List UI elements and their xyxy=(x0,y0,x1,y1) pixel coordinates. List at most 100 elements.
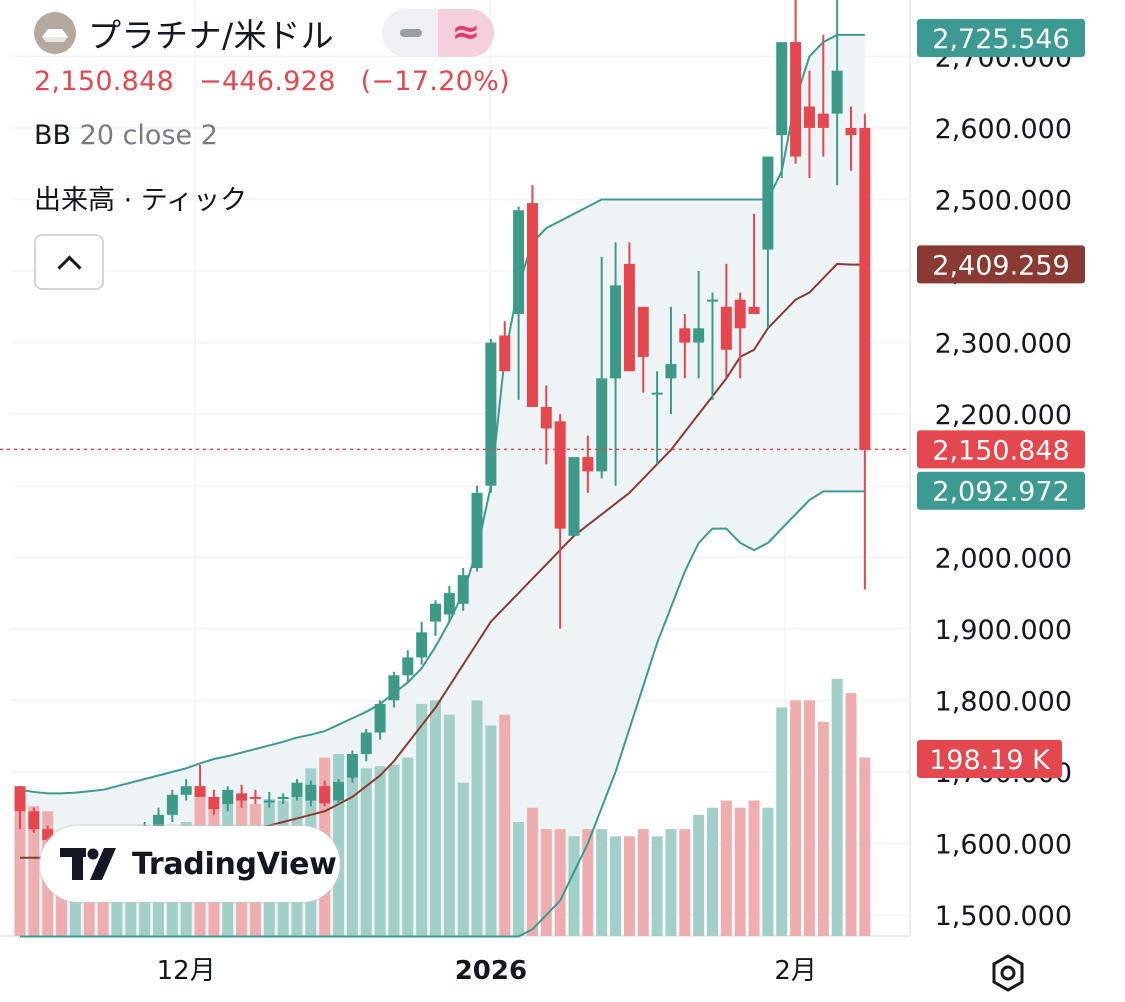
candle xyxy=(734,292,746,379)
price-labels: 2,725.546 2,409.259 2,150.848 2,092.972 198.… xyxy=(917,19,1085,779)
volume-bar xyxy=(416,703,428,936)
volume-bar xyxy=(845,693,857,936)
bollinger-lower-line xyxy=(20,490,865,938)
candle xyxy=(831,0,843,186)
volume-bar xyxy=(859,757,871,936)
collapse-legend-button[interactable] xyxy=(34,234,104,290)
candle xyxy=(360,728,372,762)
candle-body xyxy=(610,285,622,379)
volume-bar xyxy=(707,807,718,936)
candle xyxy=(679,313,691,379)
volume-bar xyxy=(596,829,608,936)
candle xyxy=(817,34,829,157)
volume-bar xyxy=(734,807,746,936)
candle-body xyxy=(222,789,234,805)
candle xyxy=(610,242,622,486)
symbol-row[interactable]: プラチナ/米ドル xyxy=(34,10,334,56)
bollinger-band-fill xyxy=(20,34,865,937)
candle xyxy=(720,263,732,379)
volume-bar xyxy=(554,829,566,936)
candle-body xyxy=(554,421,566,529)
price-tick-label: 2,000.000 xyxy=(935,543,1072,574)
candle-body xyxy=(305,784,317,801)
chart-type-toggle[interactable]: ≈ xyxy=(382,9,494,57)
volume-bar xyxy=(402,757,414,936)
candle-body xyxy=(720,306,732,350)
bb-name: BB xyxy=(34,120,72,151)
candle xyxy=(623,242,635,372)
time-tick-label: 2026 xyxy=(455,956,527,986)
volume-bar xyxy=(333,754,345,936)
price-label-bg xyxy=(917,245,1085,284)
candle xyxy=(305,780,317,807)
candle xyxy=(28,807,40,833)
candle xyxy=(374,700,386,740)
price-tick-label: 1,800.000 xyxy=(935,686,1072,717)
candle-body xyxy=(236,793,248,801)
candle-body xyxy=(360,732,372,755)
candle-body xyxy=(485,342,497,486)
volume-bar xyxy=(568,836,580,936)
candle-body xyxy=(416,632,428,658)
price-tick-label: 1,900.000 xyxy=(935,615,1072,646)
candle-body xyxy=(582,457,594,472)
volume-bar xyxy=(762,807,774,936)
candle xyxy=(319,780,331,807)
wave-icon[interactable]: ≈ xyxy=(438,9,494,57)
volume-bar xyxy=(457,782,469,936)
candle xyxy=(499,321,511,372)
candlesticks xyxy=(14,0,871,876)
volume-bar xyxy=(637,829,649,936)
candle xyxy=(194,764,206,797)
last-price: 2,150.848 xyxy=(34,66,175,97)
volume-bar xyxy=(346,764,358,936)
candle-body xyxy=(333,781,345,801)
price-tick-label: 2,500.000 xyxy=(935,186,1072,217)
volume-bar xyxy=(790,700,802,936)
settings-icon[interactable] xyxy=(988,953,1028,993)
candle xyxy=(651,371,663,465)
price-tick-label: 1,500.000 xyxy=(935,901,1072,932)
candle xyxy=(748,213,760,314)
candle xyxy=(166,789,178,822)
volume-legend[interactable]: 出来高 · ティック xyxy=(34,185,248,216)
candle xyxy=(416,621,428,665)
volume-bar xyxy=(360,768,372,936)
candle xyxy=(277,793,289,805)
price-label-text: 2,409.259 xyxy=(932,250,1069,281)
candle-body xyxy=(457,575,469,604)
candle-body xyxy=(277,796,289,800)
minus-icon[interactable] xyxy=(382,9,438,57)
candle xyxy=(388,671,400,708)
candle xyxy=(582,435,594,493)
candle-body xyxy=(762,156,774,250)
candle xyxy=(430,600,441,636)
candle xyxy=(402,650,414,683)
candle-body xyxy=(679,328,691,343)
price-change-row: 2,150.848 −446.928 (−17.20%) xyxy=(34,66,526,97)
time-axis[interactable]: 12月 2026 2月 xyxy=(157,956,817,986)
candle xyxy=(803,70,815,179)
price-label-text: 2,725.546 xyxy=(932,24,1069,55)
candle-body xyxy=(859,127,871,450)
bb-params: 20 close 2 xyxy=(79,120,218,151)
volume-bar xyxy=(817,721,829,936)
volume-bar xyxy=(388,764,400,936)
volume-bar xyxy=(610,836,622,936)
price-label-bg xyxy=(917,740,1062,779)
candle xyxy=(222,786,234,812)
candle-body xyxy=(166,794,178,815)
bollinger-legend[interactable]: BB 20 close 2 xyxy=(34,120,218,151)
price-tick-label: 2,600.000 xyxy=(935,114,1072,145)
volume-bar xyxy=(14,807,26,936)
candle xyxy=(457,567,469,611)
price-label-bg xyxy=(917,19,1085,57)
price-label-upper: 2,725.546 xyxy=(917,19,1085,57)
candle-body xyxy=(651,392,663,395)
volume-bar xyxy=(803,700,815,936)
candle-body xyxy=(346,754,358,778)
volume-bar xyxy=(430,700,441,936)
price-tick-label: 2,300.000 xyxy=(935,329,1072,360)
volume-bar xyxy=(665,829,677,936)
tradingview-watermark[interactable]: TradingView xyxy=(40,826,340,902)
